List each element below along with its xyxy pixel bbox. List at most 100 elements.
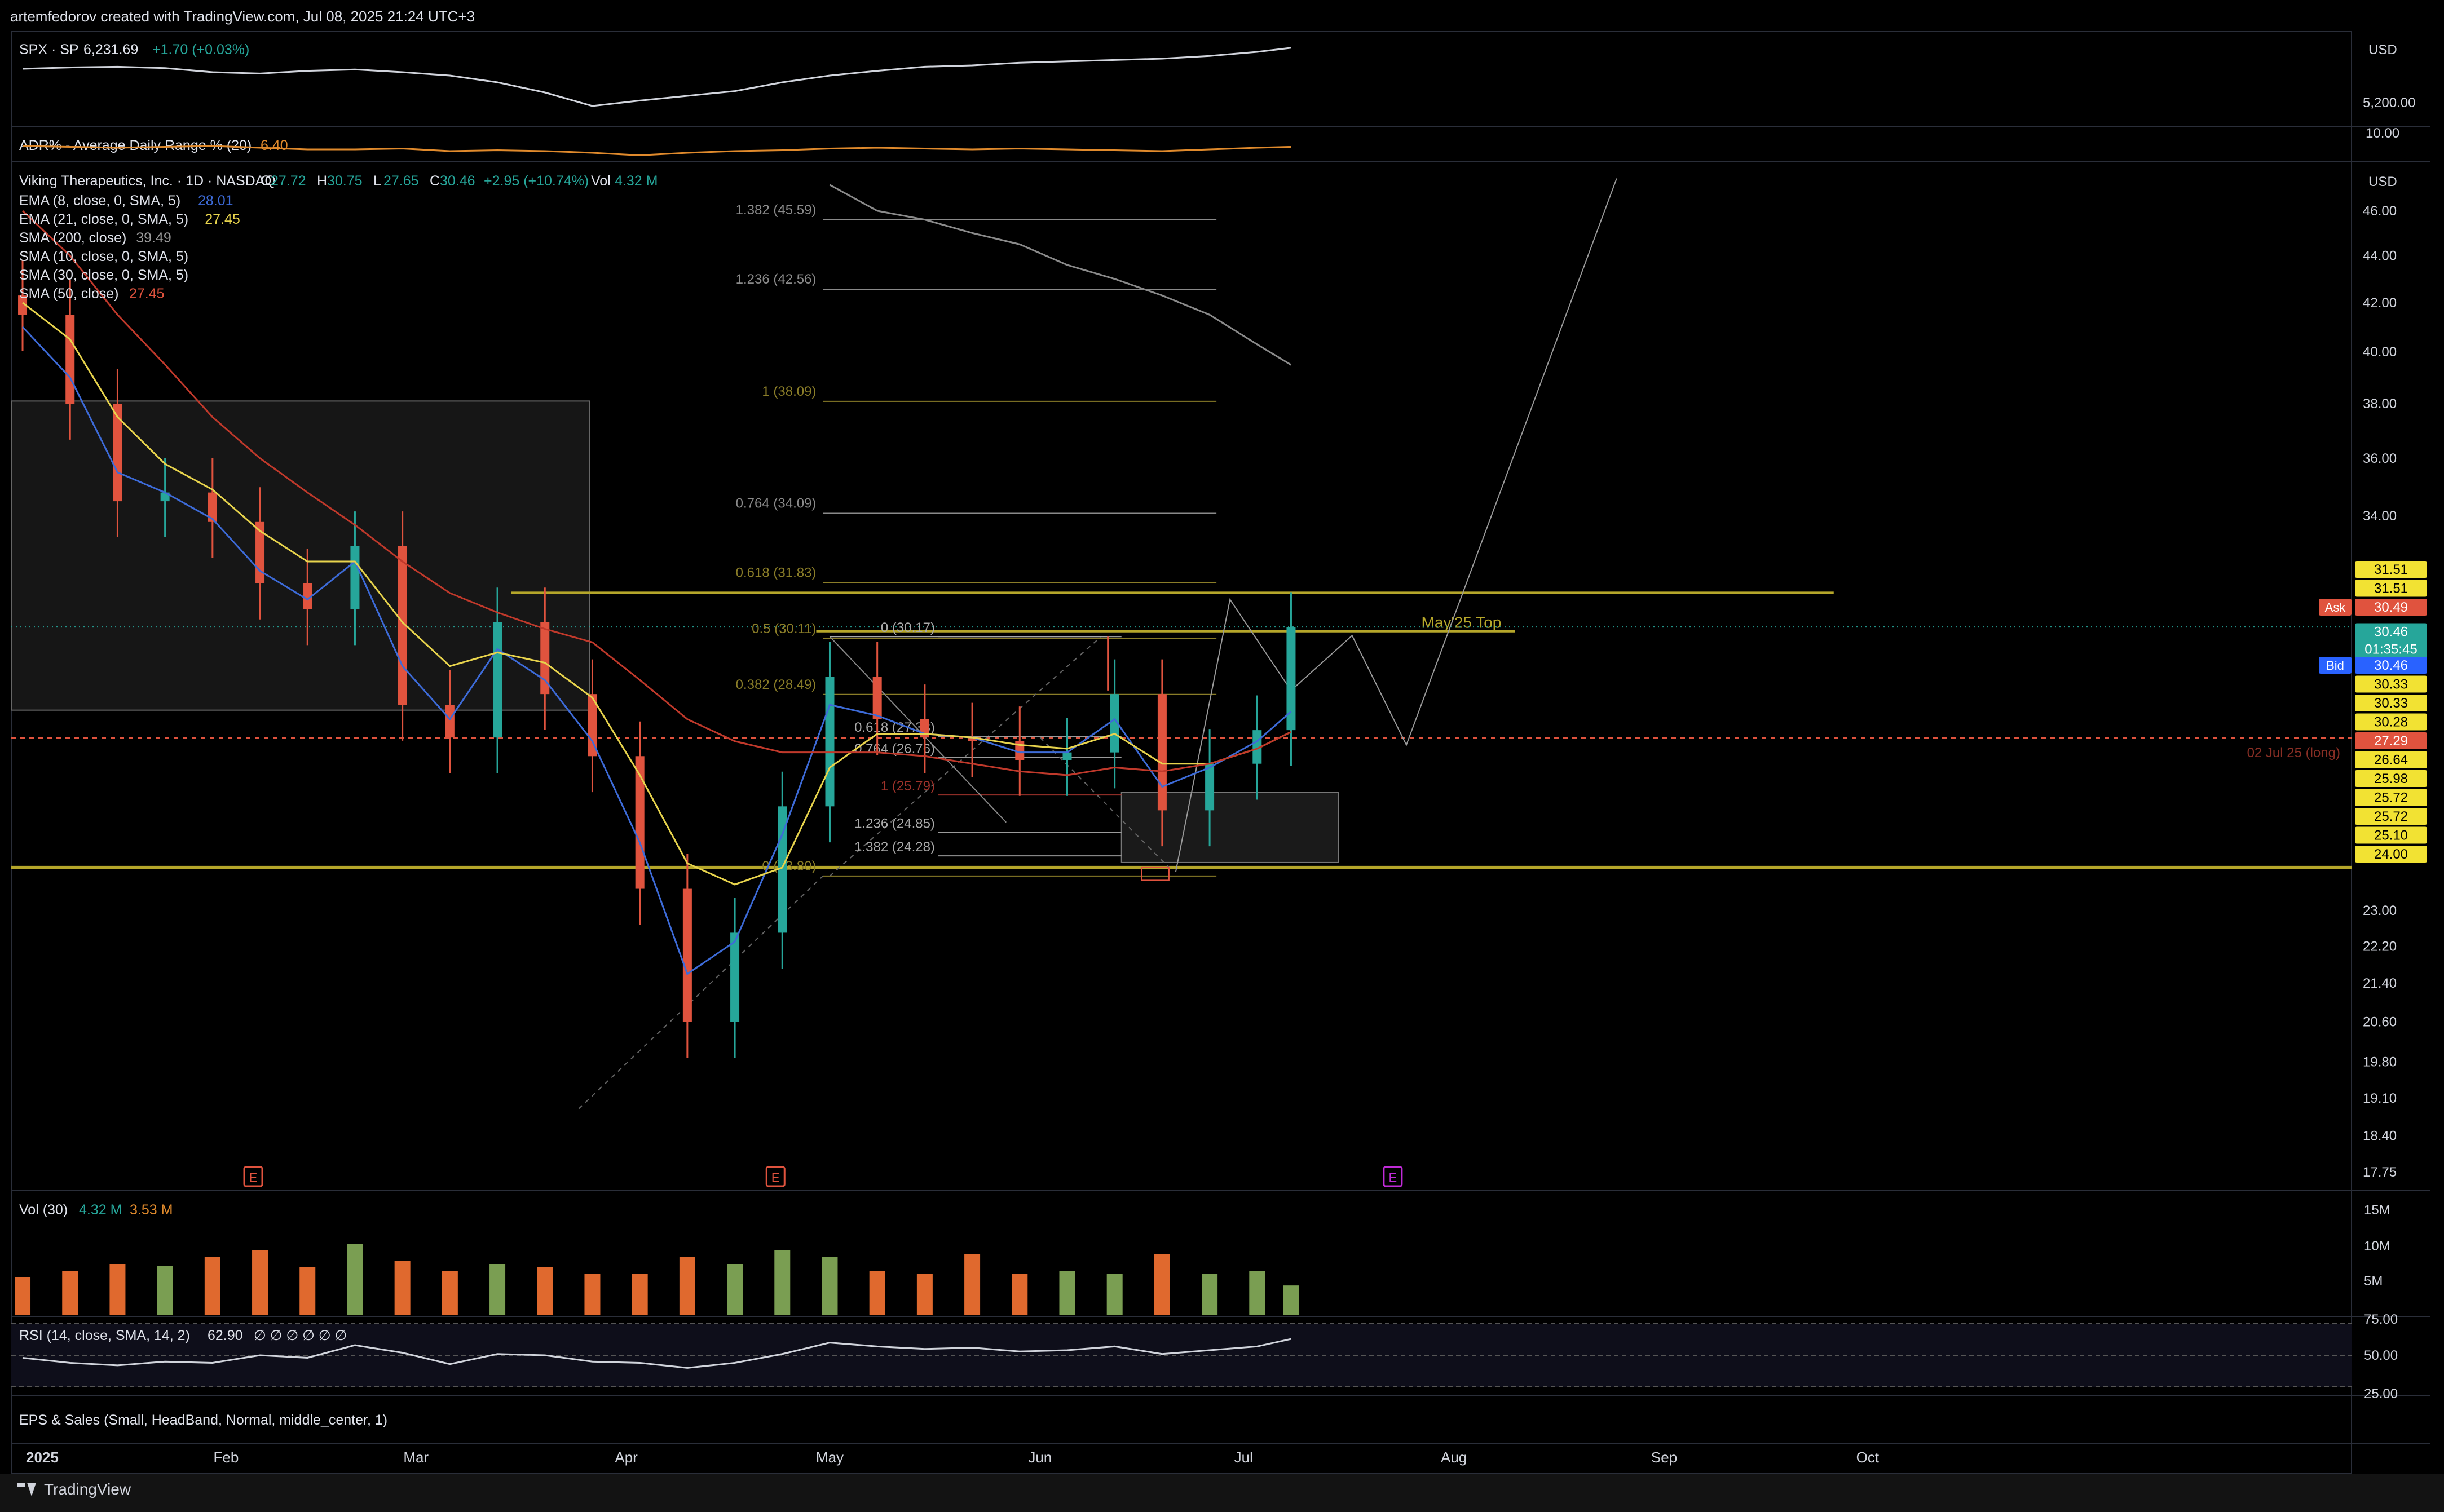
candle-body <box>1157 694 1167 811</box>
rsi-line <box>22 1338 1291 1369</box>
sma-200-line <box>829 184 1292 366</box>
price-badge-bg <box>2355 695 2427 711</box>
candle-body <box>398 546 407 705</box>
earnings-marker <box>1383 1166 1403 1187</box>
earnings-marker <box>243 1166 263 1187</box>
candle-body <box>445 705 455 738</box>
price-badge-text: 30.46 <box>2374 625 2408 640</box>
candle-body <box>303 583 312 609</box>
volume-bar <box>299 1267 316 1315</box>
projection-path <box>1175 178 1617 872</box>
price-badge-text: 25.98 <box>2374 771 2408 786</box>
indicator-label: SMA (10, close, 0, SMA, 5) <box>19 249 188 264</box>
volume-bar <box>727 1264 743 1315</box>
price-badge-text: 26.64 <box>2374 753 2408 768</box>
candle-body <box>540 622 550 695</box>
ohlc-change: +2.95 (+10.74%) <box>484 173 589 189</box>
price-badge: 24.00 <box>2355 846 2427 863</box>
price-axis-currency: USD <box>2368 174 2397 189</box>
price-badge: 30.46 Bid <box>2319 657 2427 674</box>
adr-pane: ADR% - Average Daily Range % (20) 6.40 1… <box>19 126 2399 157</box>
spx-axis-tick: 5,200.00 <box>2363 95 2415 110</box>
price-badge-text: 24.00 <box>2374 847 2408 862</box>
price-axis-tick: 22.20 <box>2363 939 2397 954</box>
volume-bar <box>442 1271 458 1315</box>
volume-bar <box>347 1244 363 1315</box>
stop-box <box>1141 866 1170 881</box>
volume-bar <box>869 1271 885 1315</box>
volume-bar <box>109 1264 126 1315</box>
indicator-value: 27.45 <box>205 211 240 227</box>
price-axis[interactable]: USD 46.00 44.00 42.00 40.00 38.00 36.00 34.00 2… <box>2319 174 2427 1180</box>
ohlc-key: H <box>317 173 327 189</box>
ohlc-value: 30.46 <box>440 173 475 189</box>
ema-21-line <box>22 302 1292 886</box>
volume-bar <box>774 1250 791 1315</box>
ohlc-value: 27.65 <box>383 173 419 189</box>
may-top-label: May'25 Top <box>1422 614 1502 631</box>
candle-body <box>1205 763 1215 811</box>
price-badge: 31.51 <box>2355 561 2427 578</box>
price-badge-text: 31.51 <box>2374 581 2408 596</box>
candle-body <box>65 315 75 404</box>
price-badge-bg <box>2355 826 2427 844</box>
time-axis-label: Apr <box>615 1449 638 1466</box>
fib-level-label: 0.618 (31.83) <box>736 565 817 580</box>
volume-legend: Vol (30) <box>19 1202 68 1218</box>
wedge-dash <box>1039 737 1170 868</box>
spx-line <box>22 47 1291 107</box>
volume-bar <box>1202 1274 1218 1315</box>
spx-legend-symbol: SPX · SP <box>19 42 79 58</box>
adr-axis-tick: 10.00 <box>2366 126 2399 141</box>
candle-body <box>18 295 28 315</box>
price-axis-tick: 42.00 <box>2363 295 2397 311</box>
rsi-legend: RSI (14, close, SMA, 14, 2) <box>19 1328 190 1343</box>
ohlc-key: L <box>373 173 381 189</box>
fib-level-label: 1.236 (42.56) <box>736 272 817 287</box>
price-axis-tick: 46.00 <box>2363 204 2397 219</box>
candle-body <box>208 492 217 522</box>
indicator-label: EMA (8, close, 0, SMA, 5) <box>19 193 180 209</box>
time-axis-label: Jul <box>1234 1449 1253 1466</box>
fib-retrace-label: 0 (30.17) <box>881 620 935 635</box>
volume-bar <box>204 1257 220 1315</box>
time-axis[interactable]: 2025 Feb Mar Apr May Jun Jul Aug Sep Oct <box>26 1449 1880 1466</box>
price-badge-text: 25.10 <box>2374 828 2408 843</box>
price-badge-countdown: 01:35:45 <box>2364 642 2417 657</box>
price-badge-bg <box>2355 808 2427 825</box>
price-badge-bg <box>2355 713 2427 731</box>
volume-bar <box>1154 1254 1170 1315</box>
volume-bar <box>964 1254 981 1315</box>
volume-bar <box>394 1261 411 1315</box>
symbol-title: Viking Therapeutics, Inc. · 1D · NASDAQ <box>19 173 276 189</box>
candle-body <box>493 622 502 738</box>
price-axis-tick: 19.80 <box>2363 1054 2397 1069</box>
candle-body <box>113 404 122 502</box>
candle-body <box>1286 627 1296 731</box>
tradingview-brand[interactable]: TradingView <box>17 1480 131 1498</box>
wedge-line <box>829 636 1007 823</box>
indicator-legend: EMA (8, close, 0, SMA, 5) 28.01 EMA (21, c… <box>19 193 240 302</box>
time-axis-label: Mar <box>403 1449 429 1466</box>
price-tag-bg <box>2319 599 2352 616</box>
fib-level-label: 0.5 (30.11) <box>752 621 816 636</box>
price-axis-tick: 17.75 <box>2363 1165 2397 1180</box>
price-badge: 26.64 <box>2355 751 2427 768</box>
indicator-label: SMA (30, close, 0, SMA, 5) <box>19 267 188 283</box>
rsi-axis-tick: 75.00 <box>2364 1312 2398 1327</box>
position-label: 02 Jul 25 (long) <box>2247 745 2340 761</box>
main-legend: Viking Therapeutics, Inc. · 1D · NASDAQ … <box>19 173 658 302</box>
price-badge-text: 30.46 <box>2374 658 2408 673</box>
price-badge-text: 30.33 <box>2374 696 2408 711</box>
price-axis-tick: 23.00 <box>2363 903 2397 918</box>
main-series <box>18 184 1296 1058</box>
price-tag-label: Bid <box>2326 658 2344 673</box>
fib-retrace-label: 1.382 (24.28) <box>854 839 935 855</box>
price-badge: 25.10 <box>2355 826 2427 844</box>
rsi-axis-tick: 50.00 <box>2364 1348 2398 1363</box>
price-axis-tick: 40.00 <box>2363 344 2397 360</box>
main-drawings: May'25 Top 02 Jul 25 (long) 1.382 (45.59) 1… <box>11 178 2352 1187</box>
price-badge-text: 30.49 <box>2374 600 2408 615</box>
ohlc-vol-label: Vol <box>591 173 611 189</box>
